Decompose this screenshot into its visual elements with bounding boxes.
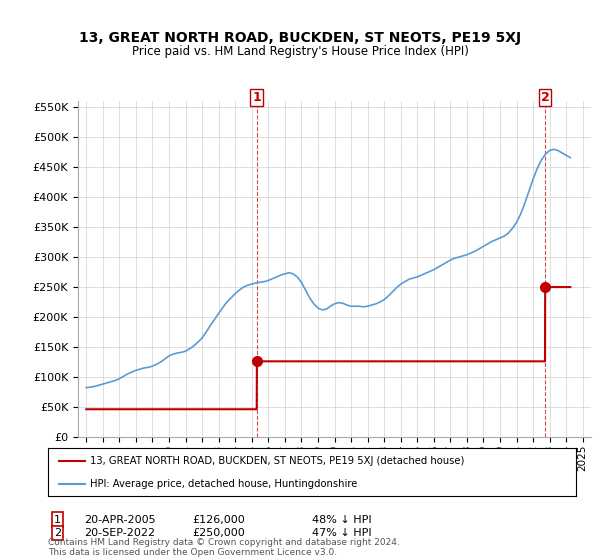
Text: 2: 2 [54, 528, 61, 538]
Text: HPI: Average price, detached house, Huntingdonshire: HPI: Average price, detached house, Hunt… [90, 479, 358, 489]
Text: £126,000: £126,000 [192, 515, 245, 525]
Text: 47% ↓ HPI: 47% ↓ HPI [312, 528, 371, 538]
Text: 48% ↓ HPI: 48% ↓ HPI [312, 515, 371, 525]
Text: 13, GREAT NORTH ROAD, BUCKDEN, ST NEOTS, PE19 5XJ (detached house): 13, GREAT NORTH ROAD, BUCKDEN, ST NEOTS,… [90, 456, 464, 466]
Text: 1: 1 [253, 91, 261, 104]
Text: 1: 1 [54, 515, 61, 525]
Text: 20-SEP-2022: 20-SEP-2022 [84, 528, 155, 538]
Text: £250,000: £250,000 [192, 528, 245, 538]
Text: 20-APR-2005: 20-APR-2005 [84, 515, 155, 525]
Text: Contains HM Land Registry data © Crown copyright and database right 2024.
This d: Contains HM Land Registry data © Crown c… [48, 538, 400, 557]
Text: 2: 2 [541, 91, 550, 104]
Text: 13, GREAT NORTH ROAD, BUCKDEN, ST NEOTS, PE19 5XJ: 13, GREAT NORTH ROAD, BUCKDEN, ST NEOTS,… [79, 31, 521, 45]
Text: Price paid vs. HM Land Registry's House Price Index (HPI): Price paid vs. HM Land Registry's House … [131, 45, 469, 58]
